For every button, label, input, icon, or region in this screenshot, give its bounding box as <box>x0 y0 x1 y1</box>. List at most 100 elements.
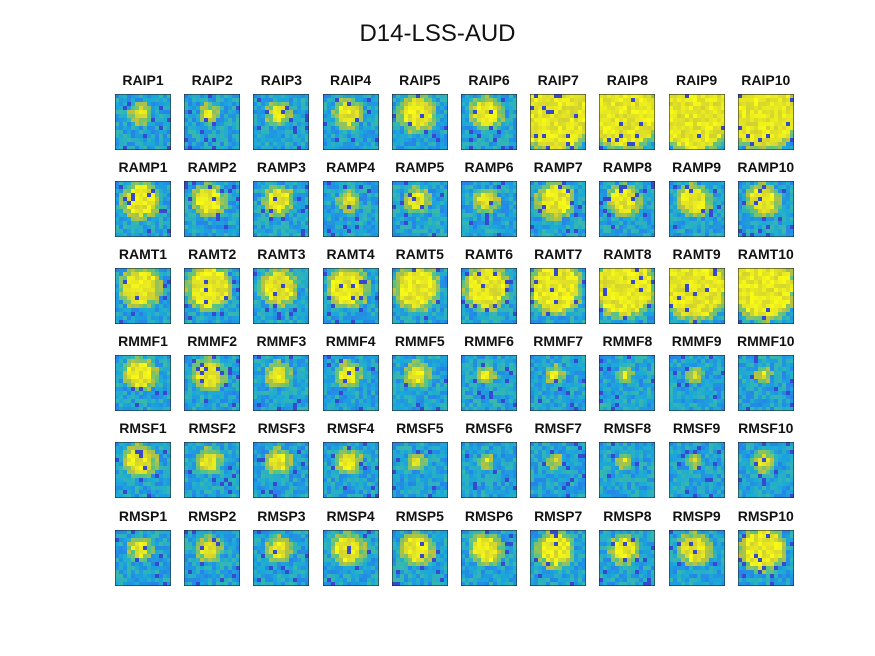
heatmap-cell <box>554 110 559 115</box>
heatmap-cell <box>236 320 241 325</box>
heatmap-cell <box>773 130 778 135</box>
heatmap-cell <box>611 197 616 202</box>
heatmap-cell <box>391 142 396 147</box>
heatmap-cell <box>366 229 371 234</box>
heatmap-cell <box>151 320 156 325</box>
heatmap-cell <box>415 126 420 131</box>
heatmap-cell <box>737 134 742 139</box>
heatmap-cell <box>562 205 567 210</box>
heatmap-cell <box>668 205 673 210</box>
heatmap-cell <box>330 221 335 226</box>
heatmap-cell <box>334 308 339 313</box>
heatmap-cell <box>143 185 148 190</box>
heatmap-cell <box>785 225 790 230</box>
heatmap-cell <box>407 130 412 135</box>
heatmap-cell <box>261 185 266 190</box>
heatmap-cell <box>403 201 408 206</box>
heatmap-cell <box>273 197 278 202</box>
heatmap-cell <box>269 284 274 289</box>
heatmap-cell <box>212 213 217 218</box>
heatmap-cell <box>574 130 579 135</box>
heatmap-cell <box>509 181 514 186</box>
heatmap-cell <box>334 284 339 289</box>
heatmap-cell <box>439 106 444 111</box>
heatmap-cell <box>151 118 156 123</box>
heatmap-cell <box>737 233 742 238</box>
heatmap-cell <box>253 146 258 150</box>
heatmap-cell <box>696 114 701 119</box>
heatmap-cell <box>578 110 583 115</box>
heatmap-cell <box>737 130 742 135</box>
heatmap-cell <box>135 276 140 281</box>
heatmap-cell <box>753 233 758 238</box>
heatmap-cell <box>326 138 331 143</box>
heatmap-cell <box>403 146 408 150</box>
heatmap-cell <box>212 185 217 190</box>
heatmap-cell <box>469 197 474 202</box>
heatmap-cell <box>708 98 713 103</box>
heatmap-cell <box>167 304 171 309</box>
heatmap-cell <box>342 197 347 202</box>
heatmap-cell <box>196 225 201 230</box>
heatmap-cell <box>427 118 432 123</box>
heatmap-cell <box>415 213 420 218</box>
heatmap-cell <box>542 229 547 234</box>
heatmap-cell <box>119 126 124 131</box>
heatmap-cell <box>411 98 416 103</box>
heatmap-cell <box>232 312 237 317</box>
heatmap-cell <box>765 225 770 230</box>
heatmap-cell <box>127 288 132 293</box>
heatmap-cell <box>395 205 400 210</box>
heatmap-cell <box>781 205 786 210</box>
heatmap-cell <box>131 106 136 111</box>
heatmap-image <box>530 181 587 238</box>
heatmap-cell <box>651 146 656 150</box>
heatmap-cell <box>481 142 486 147</box>
heatmap-cell <box>692 126 697 131</box>
heatmap-cell <box>501 213 506 218</box>
heatmap-cell <box>273 292 278 297</box>
heatmap-cell <box>562 126 567 131</box>
heatmap-cell <box>785 126 790 131</box>
heatmap-cell <box>326 225 331 230</box>
heatmap-cell <box>236 225 241 230</box>
heatmap-cell <box>712 201 717 206</box>
heatmap-cell <box>603 201 608 206</box>
heatmap-cell <box>607 106 612 111</box>
heatmap-cell <box>700 233 705 238</box>
heatmap-cell <box>366 225 371 230</box>
heatmap-cell <box>505 197 510 202</box>
heatmap-cell <box>651 217 656 222</box>
heatmap-cell <box>765 146 770 150</box>
heatmap-cell <box>143 130 148 135</box>
heatmap-cell <box>485 142 490 147</box>
heatmap-cell <box>692 217 697 222</box>
heatmap-cell <box>399 110 404 115</box>
heatmap-cell <box>700 142 705 147</box>
heatmap-cell <box>289 138 294 143</box>
heatmap-cell <box>651 110 656 115</box>
heatmap-cell <box>562 189 567 194</box>
heatmap-cell <box>265 272 270 277</box>
heatmap-cell <box>635 118 640 123</box>
heatmap-cell <box>443 272 448 277</box>
heatmap-cell <box>700 213 705 218</box>
heatmap-cell <box>159 221 164 226</box>
heatmap-cell <box>374 213 379 218</box>
heatmap-cell <box>631 98 636 103</box>
heatmap-cell <box>139 300 144 305</box>
heatmap-cell <box>212 209 217 214</box>
heatmap-cell <box>330 189 335 194</box>
heatmap-cell <box>131 217 136 222</box>
heatmap-cell <box>688 205 693 210</box>
heatmap-cell <box>485 118 490 123</box>
heatmap-cell <box>737 98 742 103</box>
heatmap-cell <box>530 130 535 135</box>
heatmap-cell <box>635 205 640 210</box>
heatmap-cell <box>147 193 152 198</box>
heatmap-cell <box>374 296 379 301</box>
heatmap-cell <box>232 229 237 234</box>
heatmap-cell <box>151 201 156 206</box>
heatmap-cell <box>570 233 575 238</box>
heatmap-cell <box>200 102 205 107</box>
